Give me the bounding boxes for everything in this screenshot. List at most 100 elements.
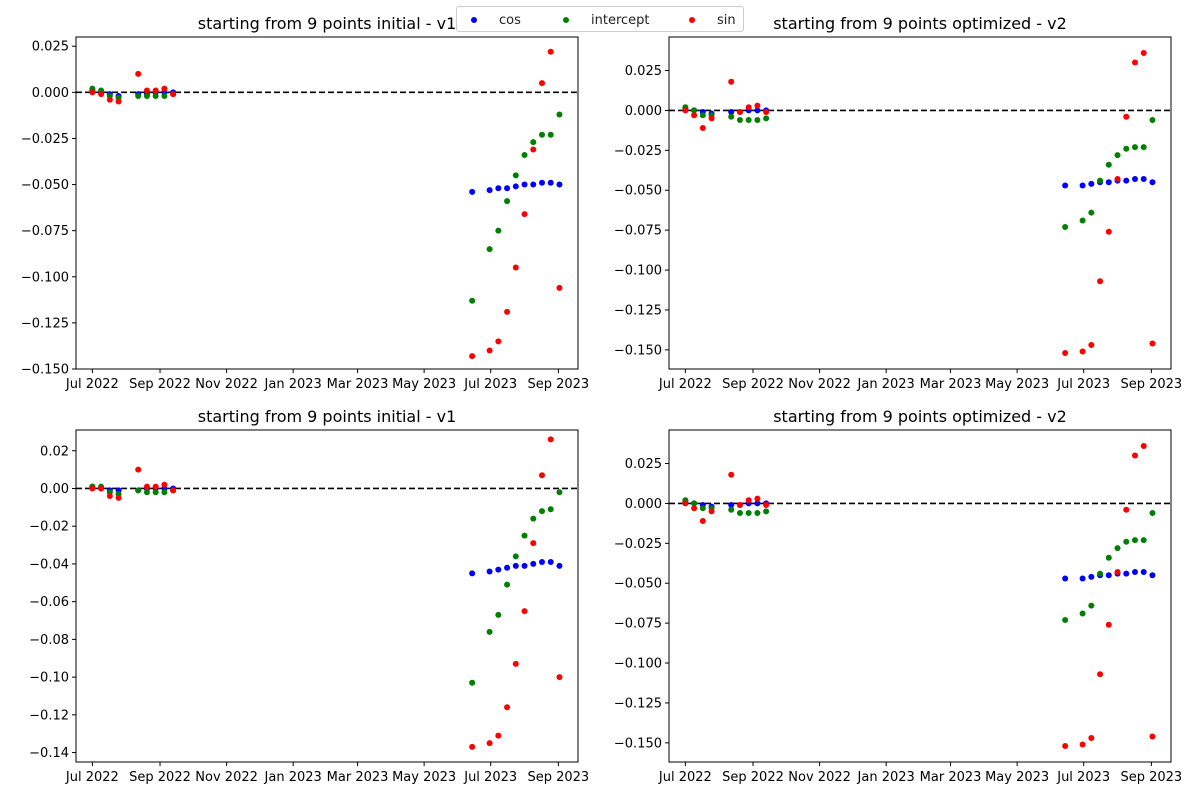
point-intercept xyxy=(736,510,743,516)
point-sin xyxy=(1105,621,1112,628)
plot-frame xyxy=(75,36,579,370)
point-intercept xyxy=(469,679,476,686)
x-tick-label: Jan 2023 xyxy=(264,377,322,392)
point-intercept xyxy=(1149,510,1156,516)
y-tick-label: 0.00 xyxy=(40,482,69,497)
point-sin xyxy=(682,107,689,114)
point-sin xyxy=(547,436,554,443)
point-cos xyxy=(754,107,761,114)
point-sin xyxy=(98,91,105,98)
y-tick-label: −0.025 xyxy=(21,132,69,147)
point-cos xyxy=(1140,569,1147,576)
y-tick-label: −0.14 xyxy=(29,746,69,761)
x-tick-label: Jan 2023 xyxy=(857,770,915,785)
point-intercept xyxy=(521,152,528,159)
point-sin xyxy=(728,471,735,478)
point-sin xyxy=(1088,735,1095,742)
point-sin xyxy=(1123,113,1130,120)
point-sin xyxy=(547,48,554,55)
point-sin xyxy=(1105,228,1112,235)
point-sin xyxy=(728,78,735,85)
y-tick-label: −0.150 xyxy=(21,363,69,378)
point-sin xyxy=(556,674,563,681)
point-sin xyxy=(495,732,502,739)
x-tick-label: Jul 2022 xyxy=(65,377,119,392)
plot-frame xyxy=(668,429,1172,763)
point-sin xyxy=(469,743,476,750)
point-intercept xyxy=(547,131,554,138)
point-intercept xyxy=(1131,537,1138,544)
point-cos xyxy=(556,181,563,188)
point-sin xyxy=(512,660,519,667)
point-intercept xyxy=(143,489,150,496)
point-sin xyxy=(530,146,537,153)
point-cos xyxy=(504,564,511,571)
legend-label-cos: cos xyxy=(499,12,521,28)
point-sin xyxy=(1114,569,1121,576)
point-intercept xyxy=(1114,545,1121,552)
point-intercept xyxy=(161,93,168,100)
plot-title: starting from 9 points optimized - v2 xyxy=(773,407,1067,426)
y-tick-label: −0.125 xyxy=(614,696,662,711)
y-tick-label: −0.150 xyxy=(614,736,662,751)
point-sin xyxy=(486,740,493,747)
y-tick-label: 0.000 xyxy=(32,86,69,101)
point-sin xyxy=(486,347,493,354)
y-tick-label: −0.075 xyxy=(614,224,662,239)
y-tick-label: −0.075 xyxy=(21,224,69,239)
point-intercept xyxy=(556,489,563,496)
point-cos xyxy=(1079,575,1086,582)
x-tick-label: May 2023 xyxy=(985,377,1049,392)
x-tick-label: Nov 2022 xyxy=(788,377,851,392)
point-cos xyxy=(1131,569,1138,576)
point-intercept xyxy=(152,489,159,496)
point-sin xyxy=(495,338,502,345)
plot-frame xyxy=(75,429,579,763)
x-tick-label: Jul 2022 xyxy=(658,770,712,785)
point-sin xyxy=(736,109,743,116)
point-sin xyxy=(1062,743,1069,750)
x-tick-label: Nov 2022 xyxy=(788,770,851,785)
subplot-4: starting from 9 points optimized - v2 0.0… xyxy=(614,407,1182,785)
point-cos xyxy=(1062,182,1069,189)
point-cos xyxy=(1140,176,1147,183)
point-cos xyxy=(1131,176,1138,183)
x-tick-label: May 2023 xyxy=(985,770,1049,785)
point-intercept xyxy=(495,611,502,618)
point-intercept xyxy=(754,510,761,516)
point-sin xyxy=(521,608,528,615)
point-cos xyxy=(469,570,476,577)
point-cos xyxy=(530,560,537,567)
x-tick-label: Mar 2023 xyxy=(327,377,389,392)
legend-marker-intercept xyxy=(563,17,569,23)
y-tick-label: −0.12 xyxy=(29,708,69,723)
x-tick-label: Sep 2022 xyxy=(129,770,191,785)
point-sin xyxy=(754,102,761,109)
y-tick-label: 0.000 xyxy=(625,497,662,512)
point-intercept xyxy=(691,107,698,114)
y-tick-label: −0.06 xyxy=(29,595,69,610)
x-tick-label: Mar 2023 xyxy=(920,770,982,785)
point-sin xyxy=(1131,59,1138,66)
point-cos xyxy=(1123,177,1130,184)
subplot-2: starting from 9 points optimized - v2 0.0… xyxy=(614,14,1182,392)
point-cos xyxy=(530,181,537,188)
x-tick-label: May 2023 xyxy=(392,770,456,785)
point-intercept xyxy=(152,93,159,100)
point-sin xyxy=(763,109,770,116)
y-tick-label: −0.04 xyxy=(29,557,69,572)
plot-title: starting from 9 points optimized - v2 xyxy=(773,14,1067,33)
point-intercept xyxy=(547,506,554,513)
point-intercept xyxy=(1062,616,1069,623)
point-intercept xyxy=(1114,152,1121,159)
point-intercept xyxy=(728,506,735,513)
point-sin xyxy=(556,284,563,291)
point-sin xyxy=(1123,506,1130,513)
x-tick-label: Sep 2023 xyxy=(1120,770,1182,785)
point-intercept xyxy=(521,532,528,539)
point-cos xyxy=(1105,179,1112,186)
point-intercept xyxy=(763,508,770,515)
point-intercept xyxy=(754,117,761,123)
subplot-1: starting from 9 points initial - v1 0.025… xyxy=(21,14,589,392)
point-sin xyxy=(115,494,122,501)
